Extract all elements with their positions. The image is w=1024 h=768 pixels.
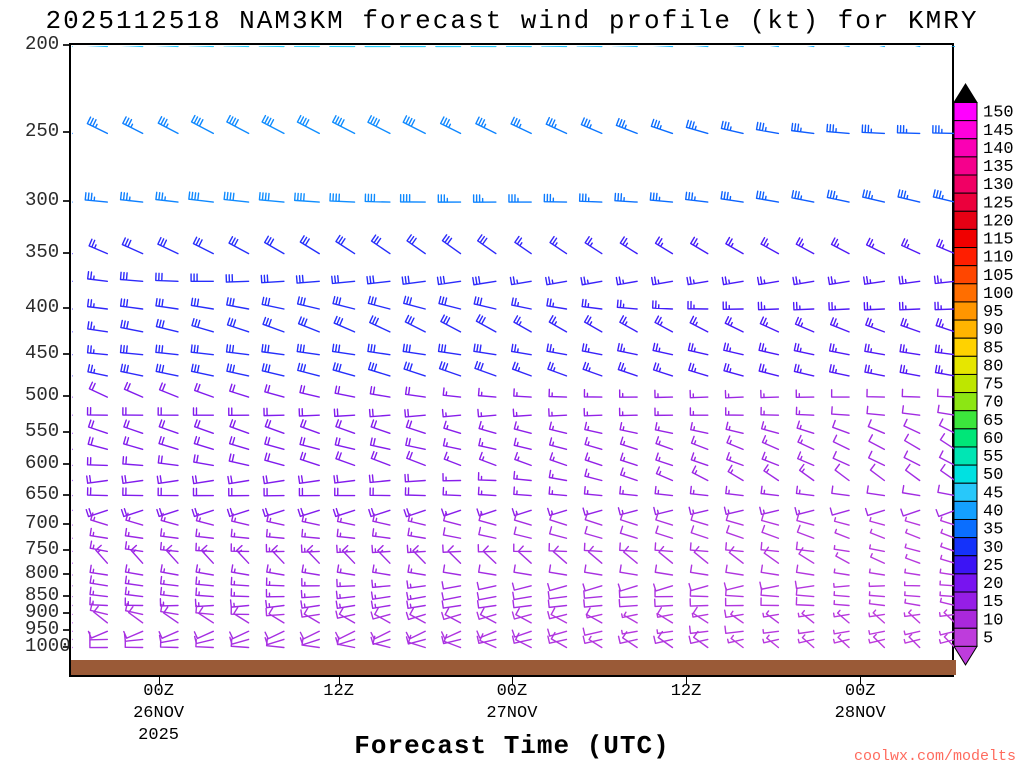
svg-text:45: 45 (983, 484, 1003, 503)
svg-text:110: 110 (983, 249, 1014, 268)
svg-text:40: 40 (983, 502, 1003, 521)
svg-text:10: 10 (983, 611, 1003, 630)
svg-text:50: 50 (983, 466, 1003, 485)
svg-text:35: 35 (983, 521, 1003, 540)
svg-text:150: 150 (983, 104, 1014, 123)
svg-text:95: 95 (983, 303, 1003, 322)
svg-text:125: 125 (983, 194, 1014, 213)
svg-text:145: 145 (983, 122, 1014, 141)
svg-text:5: 5 (983, 629, 993, 648)
svg-text:130: 130 (983, 176, 1014, 195)
svg-text:80: 80 (983, 357, 1003, 376)
svg-text:70: 70 (983, 394, 1003, 413)
svg-text:105: 105 (983, 267, 1014, 286)
svg-text:65: 65 (983, 412, 1003, 431)
svg-text:20: 20 (983, 575, 1003, 594)
svg-text:60: 60 (983, 430, 1003, 449)
svg-text:140: 140 (983, 140, 1014, 159)
svg-text:85: 85 (983, 339, 1003, 358)
svg-text:15: 15 (983, 593, 1003, 612)
svg-text:115: 115 (983, 231, 1014, 250)
svg-text:75: 75 (983, 376, 1003, 395)
svg-text:90: 90 (983, 321, 1003, 340)
svg-text:55: 55 (983, 448, 1003, 467)
svg-text:25: 25 (983, 557, 1003, 576)
svg-text:100: 100 (983, 285, 1014, 304)
svg-text:120: 120 (983, 212, 1014, 231)
svg-text:135: 135 (983, 158, 1014, 177)
svg-text:30: 30 (983, 539, 1003, 558)
